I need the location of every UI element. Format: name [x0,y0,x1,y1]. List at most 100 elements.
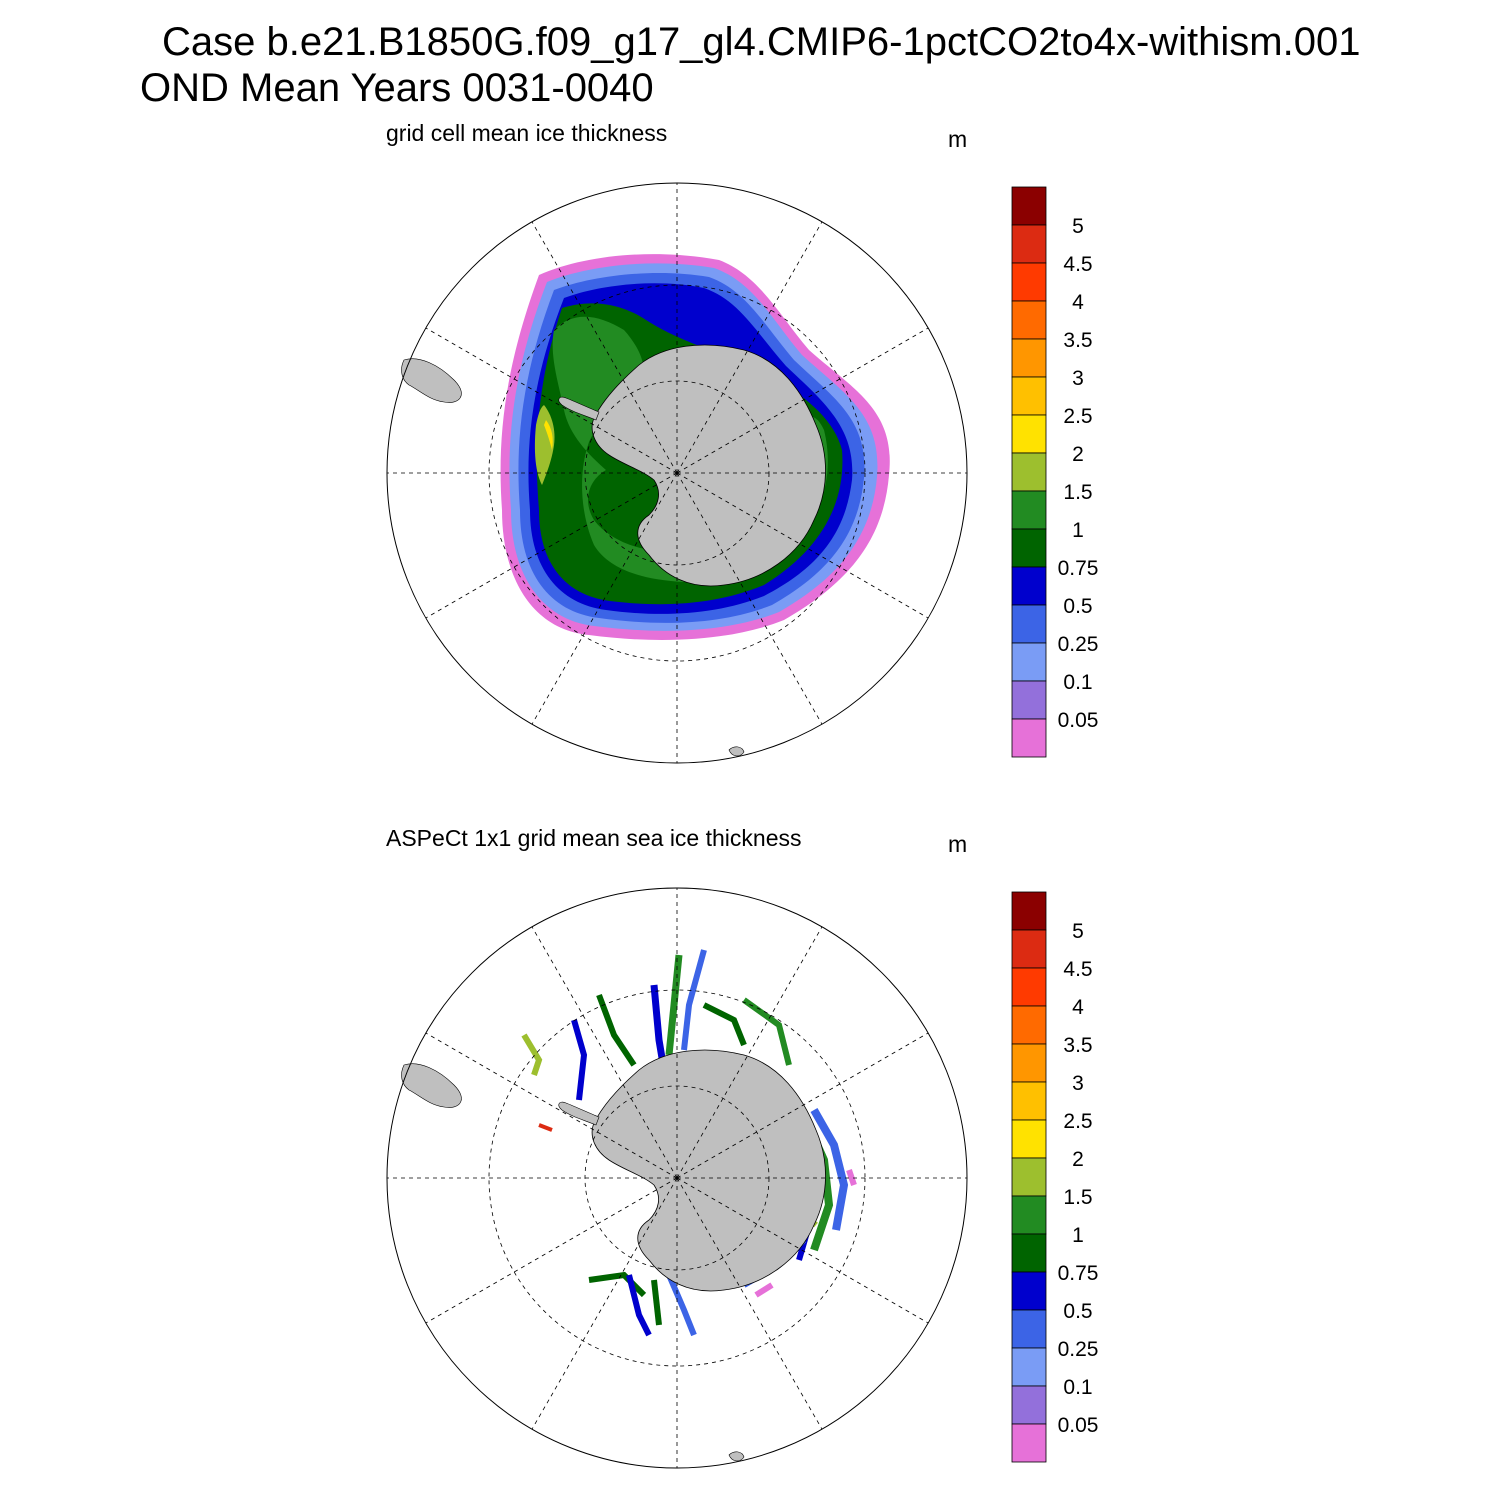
colorbar-label: 2 [1072,443,1084,466]
panel2-graticule [386,887,968,1469]
obs-track-15 [626,1274,652,1337]
meridian-line [676,926,823,1179]
colorbar-label: 1 [1072,1224,1084,1247]
panel2-subtitle: ASPeCt 1x1 grid mean sea ice thickness [386,825,802,851]
south-america-tip [401,358,462,403]
meridian-line [425,472,678,619]
colorbar-swatch [1011,1157,1047,1197]
colorbar-label: 0.1 [1063,671,1092,694]
panel2-land [401,1049,826,1462]
colorbar-swatch [1011,1309,1047,1349]
colorbar-label: 3.5 [1063,1034,1092,1057]
colorbar-label: 3 [1072,367,1084,390]
antarctic-peninsula [558,1101,600,1126]
panel2-units: m [948,831,968,857]
meridian-line [531,1177,678,1430]
obs-track-17 [651,1279,662,1326]
colorbar-label: 2.5 [1063,1110,1092,1133]
panel1-units: m [948,126,968,152]
meridian-line [425,1177,678,1324]
colorbar-swatch [1011,452,1047,492]
obs-track-16 [666,1273,697,1337]
meridian-line [676,327,929,474]
colorbar-swatch [1011,1347,1047,1387]
obs-track-3 [681,949,707,1051]
colorbar-swatch [1011,891,1047,931]
colorbar-swatch [1011,1195,1047,1235]
colorbar-label: 3 [1072,1072,1084,1095]
colorbar-label: 0.25 [1058,633,1099,656]
colorbar-label: 2.5 [1063,405,1092,428]
antarctic-peninsula [558,396,600,421]
colorbar-label: 5 [1072,215,1084,238]
obs-track-5 [571,1019,588,1101]
panel2-polar-map [386,887,968,1469]
obs-track-2 [665,954,683,1056]
colorbar-label: 3.5 [1063,329,1092,352]
colorbar-label: 0.75 [1058,557,1099,580]
colorbar-swatch [1011,262,1047,302]
case-title: Case b.e21.B1850G.f09_g17_gl4.CMIP6-1pct… [162,20,1361,64]
meridian-line [531,926,678,1179]
colorbar-swatch [1011,490,1047,530]
obs-track-9 [810,1108,849,1231]
colorbar-label: 4 [1072,291,1084,314]
colorbar-swatch [1011,1119,1047,1159]
colorbar-swatch [1011,1043,1047,1083]
colorbar-swatch [1011,414,1047,454]
obs-track-8 [742,997,792,1066]
obs-track-7 [702,1002,747,1047]
colorbar-swatch [1011,604,1047,644]
colorbar-swatch [1011,1423,1047,1463]
panel1-graticule [386,182,968,764]
colorbar-swatch [1011,1385,1047,1425]
colorbar-swatch [1011,300,1047,340]
colorbar-swatch [1011,376,1047,416]
colorbar-label: 2 [1072,1148,1084,1171]
meridian-line [676,1177,929,1324]
meridian-line [531,472,678,725]
colorbar-label: 1.5 [1063,1186,1092,1209]
meridian-line [676,221,823,474]
south-america-tip [401,1063,462,1108]
colorbar-label: 0.5 [1063,595,1092,618]
colorbar-label: 0.5 [1063,1300,1092,1323]
panel2-colorbar: 5 4.5 4 3.5 3 2.5 2 1.5 1 0.75 0.5 0.25 0.1 0.05 [1011,891,1099,1463]
obs-track-12 [846,1169,857,1186]
colorbar-swatch [1011,967,1047,1007]
panel1-land [401,344,826,757]
panel1-polar-map [386,182,968,764]
meridian-line [676,472,823,725]
ice-1.5-2 [534,405,555,485]
colorbar-swatch [1011,338,1047,378]
obs-track-20 [538,1123,553,1132]
colorbar-label: 1 [1072,519,1084,542]
colorbar-label: 0.25 [1058,1338,1099,1361]
obs-track-14 [588,1271,647,1298]
meridian-line [676,1032,929,1179]
period-title: OND Mean Years 0031-0040 [140,66,654,110]
colorbar-label: 0.1 [1063,1376,1092,1399]
colorbar-label: 0.05 [1058,709,1099,732]
colorbar-label: 4.5 [1063,958,1092,981]
antarctica-continent [591,1049,826,1292]
colorbar-label: 4.5 [1063,253,1092,276]
colorbar-label: 5 [1072,920,1084,943]
colorbar-label: 0.75 [1058,1262,1099,1285]
colorbar-swatch [1011,1005,1047,1045]
meridian-line [425,1032,678,1179]
colorbar-swatch [1011,642,1047,682]
colorbar-swatch [1011,1233,1047,1273]
colorbar-swatch [1011,566,1047,606]
colorbar-swatch [1011,680,1047,720]
meridian-line [676,472,929,619]
obs-track-4 [596,993,637,1067]
obs-track-6 [521,1033,543,1076]
colorbar-swatch [1011,186,1047,226]
colorbar-label: 4 [1072,996,1084,1019]
colorbar-swatch [1011,528,1047,568]
antarctica-continent [591,344,826,587]
colorbar-swatch [1011,929,1047,969]
meridian-line [676,1177,823,1430]
ice-2-2.5 [544,420,553,450]
